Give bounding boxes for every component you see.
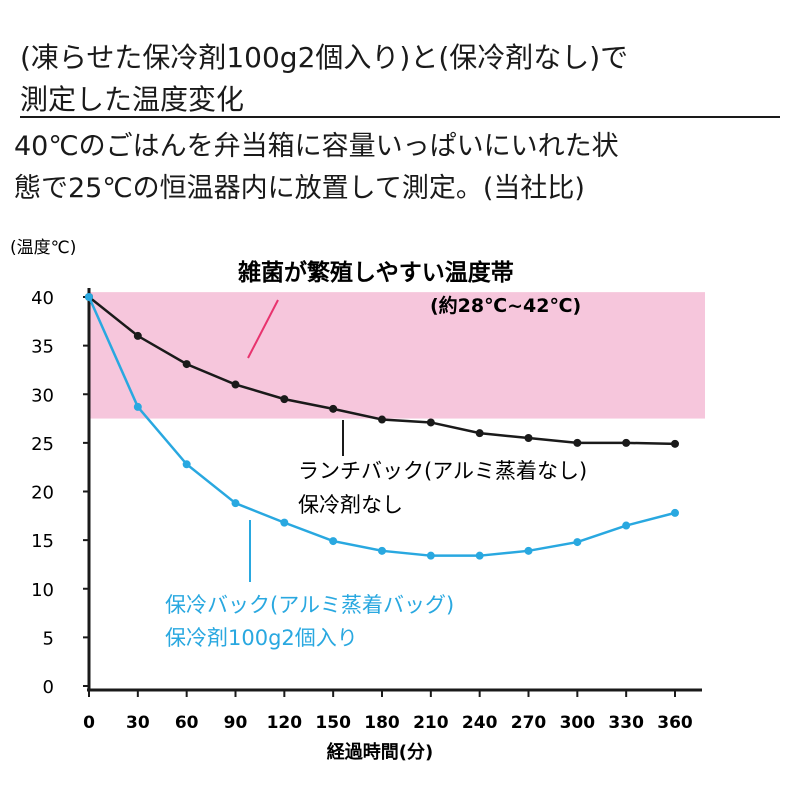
series-2-point: [475, 551, 484, 560]
x-tick-label: 0: [83, 713, 95, 733]
series-1-point: [671, 439, 679, 448]
x-tick-label: 270: [511, 713, 547, 733]
series-2-point: [85, 293, 93, 301]
y-tick-label: 25: [31, 434, 54, 455]
series-1-point: [622, 438, 631, 447]
series-2-point: [329, 537, 338, 546]
band-pointer-line: [247, 299, 279, 359]
y-tick-label: 5: [43, 628, 54, 649]
band-label: 雑菌が繁殖しやすい温度帯: [237, 259, 514, 286]
x-axis-label: 経過時間(分): [327, 741, 433, 763]
x-tick-label: 360: [657, 713, 693, 733]
series-1-point: [133, 331, 142, 340]
x-tick-label: 240: [462, 713, 498, 733]
series-2-point: [231, 499, 240, 508]
x-tick-label: 330: [608, 713, 644, 733]
series-2-point: [524, 546, 533, 555]
y-tick-label: 30: [31, 385, 54, 406]
series-2-label-line-2: 保冷剤100g2個入り: [165, 626, 358, 650]
series-2-point: [133, 402, 142, 411]
series-1-point: [524, 434, 533, 443]
series-1-point: [378, 415, 386, 424]
y-tick-label: 15: [31, 531, 54, 552]
series-1-label-line-1: ランチバック(アルミ蒸着なし): [298, 459, 587, 483]
series-2-point: [573, 538, 582, 547]
y-tick-label: 40: [31, 288, 54, 309]
series-1-point: [182, 360, 191, 369]
series-1-point: [573, 438, 582, 447]
series-1-point: [329, 404, 338, 413]
y-tick-label: 10: [31, 580, 54, 601]
band-range-label: (約28℃~42℃): [430, 294, 581, 317]
series-2-point: [671, 508, 679, 517]
x-tick-label: 30: [126, 713, 150, 733]
x-tick-label: 150: [315, 713, 351, 733]
x-tick-label: 90: [224, 713, 248, 733]
description-line-1: 40℃のごはんを弁当箱に容量いっぱいにいれた状: [14, 131, 619, 162]
chart-title-line-1: (凍らせた保冷剤100g2個入り)と(保冷剤なし)で: [20, 41, 629, 74]
description-line-2: 態で25℃の恒温器内に放置して測定。(当社比): [14, 173, 585, 204]
series-2-point: [426, 551, 435, 560]
series-1-point: [426, 418, 435, 427]
y-axis-label: (温度℃): [10, 238, 76, 258]
x-tick-label: 120: [267, 713, 303, 733]
y-tick-label: 35: [31, 337, 54, 358]
y-tick-label: 20: [31, 483, 54, 504]
x-tick-label: 180: [364, 713, 400, 733]
x-tick-label: 300: [560, 713, 596, 733]
x-tick-label: 60: [175, 713, 199, 733]
series-2-point: [378, 546, 386, 555]
series-2-point: [622, 521, 631, 530]
bacteria-band: [89, 292, 705, 419]
series-1-label-line-2: 保冷剤なし: [298, 493, 403, 517]
series-2-point: [280, 518, 289, 527]
series-1-point: [231, 380, 240, 389]
series-2-point: [182, 460, 191, 469]
x-tick-label: 210: [413, 713, 449, 733]
title-divider: [20, 116, 780, 118]
series-1-point: [475, 429, 484, 438]
series-2-label-line-1: 保冷バック(アルミ蒸着バッグ): [165, 593, 454, 617]
chart-title-line-2: 測定した温度変化: [20, 83, 245, 116]
series-1-point: [280, 395, 289, 404]
y-tick-label: 0: [43, 677, 54, 698]
